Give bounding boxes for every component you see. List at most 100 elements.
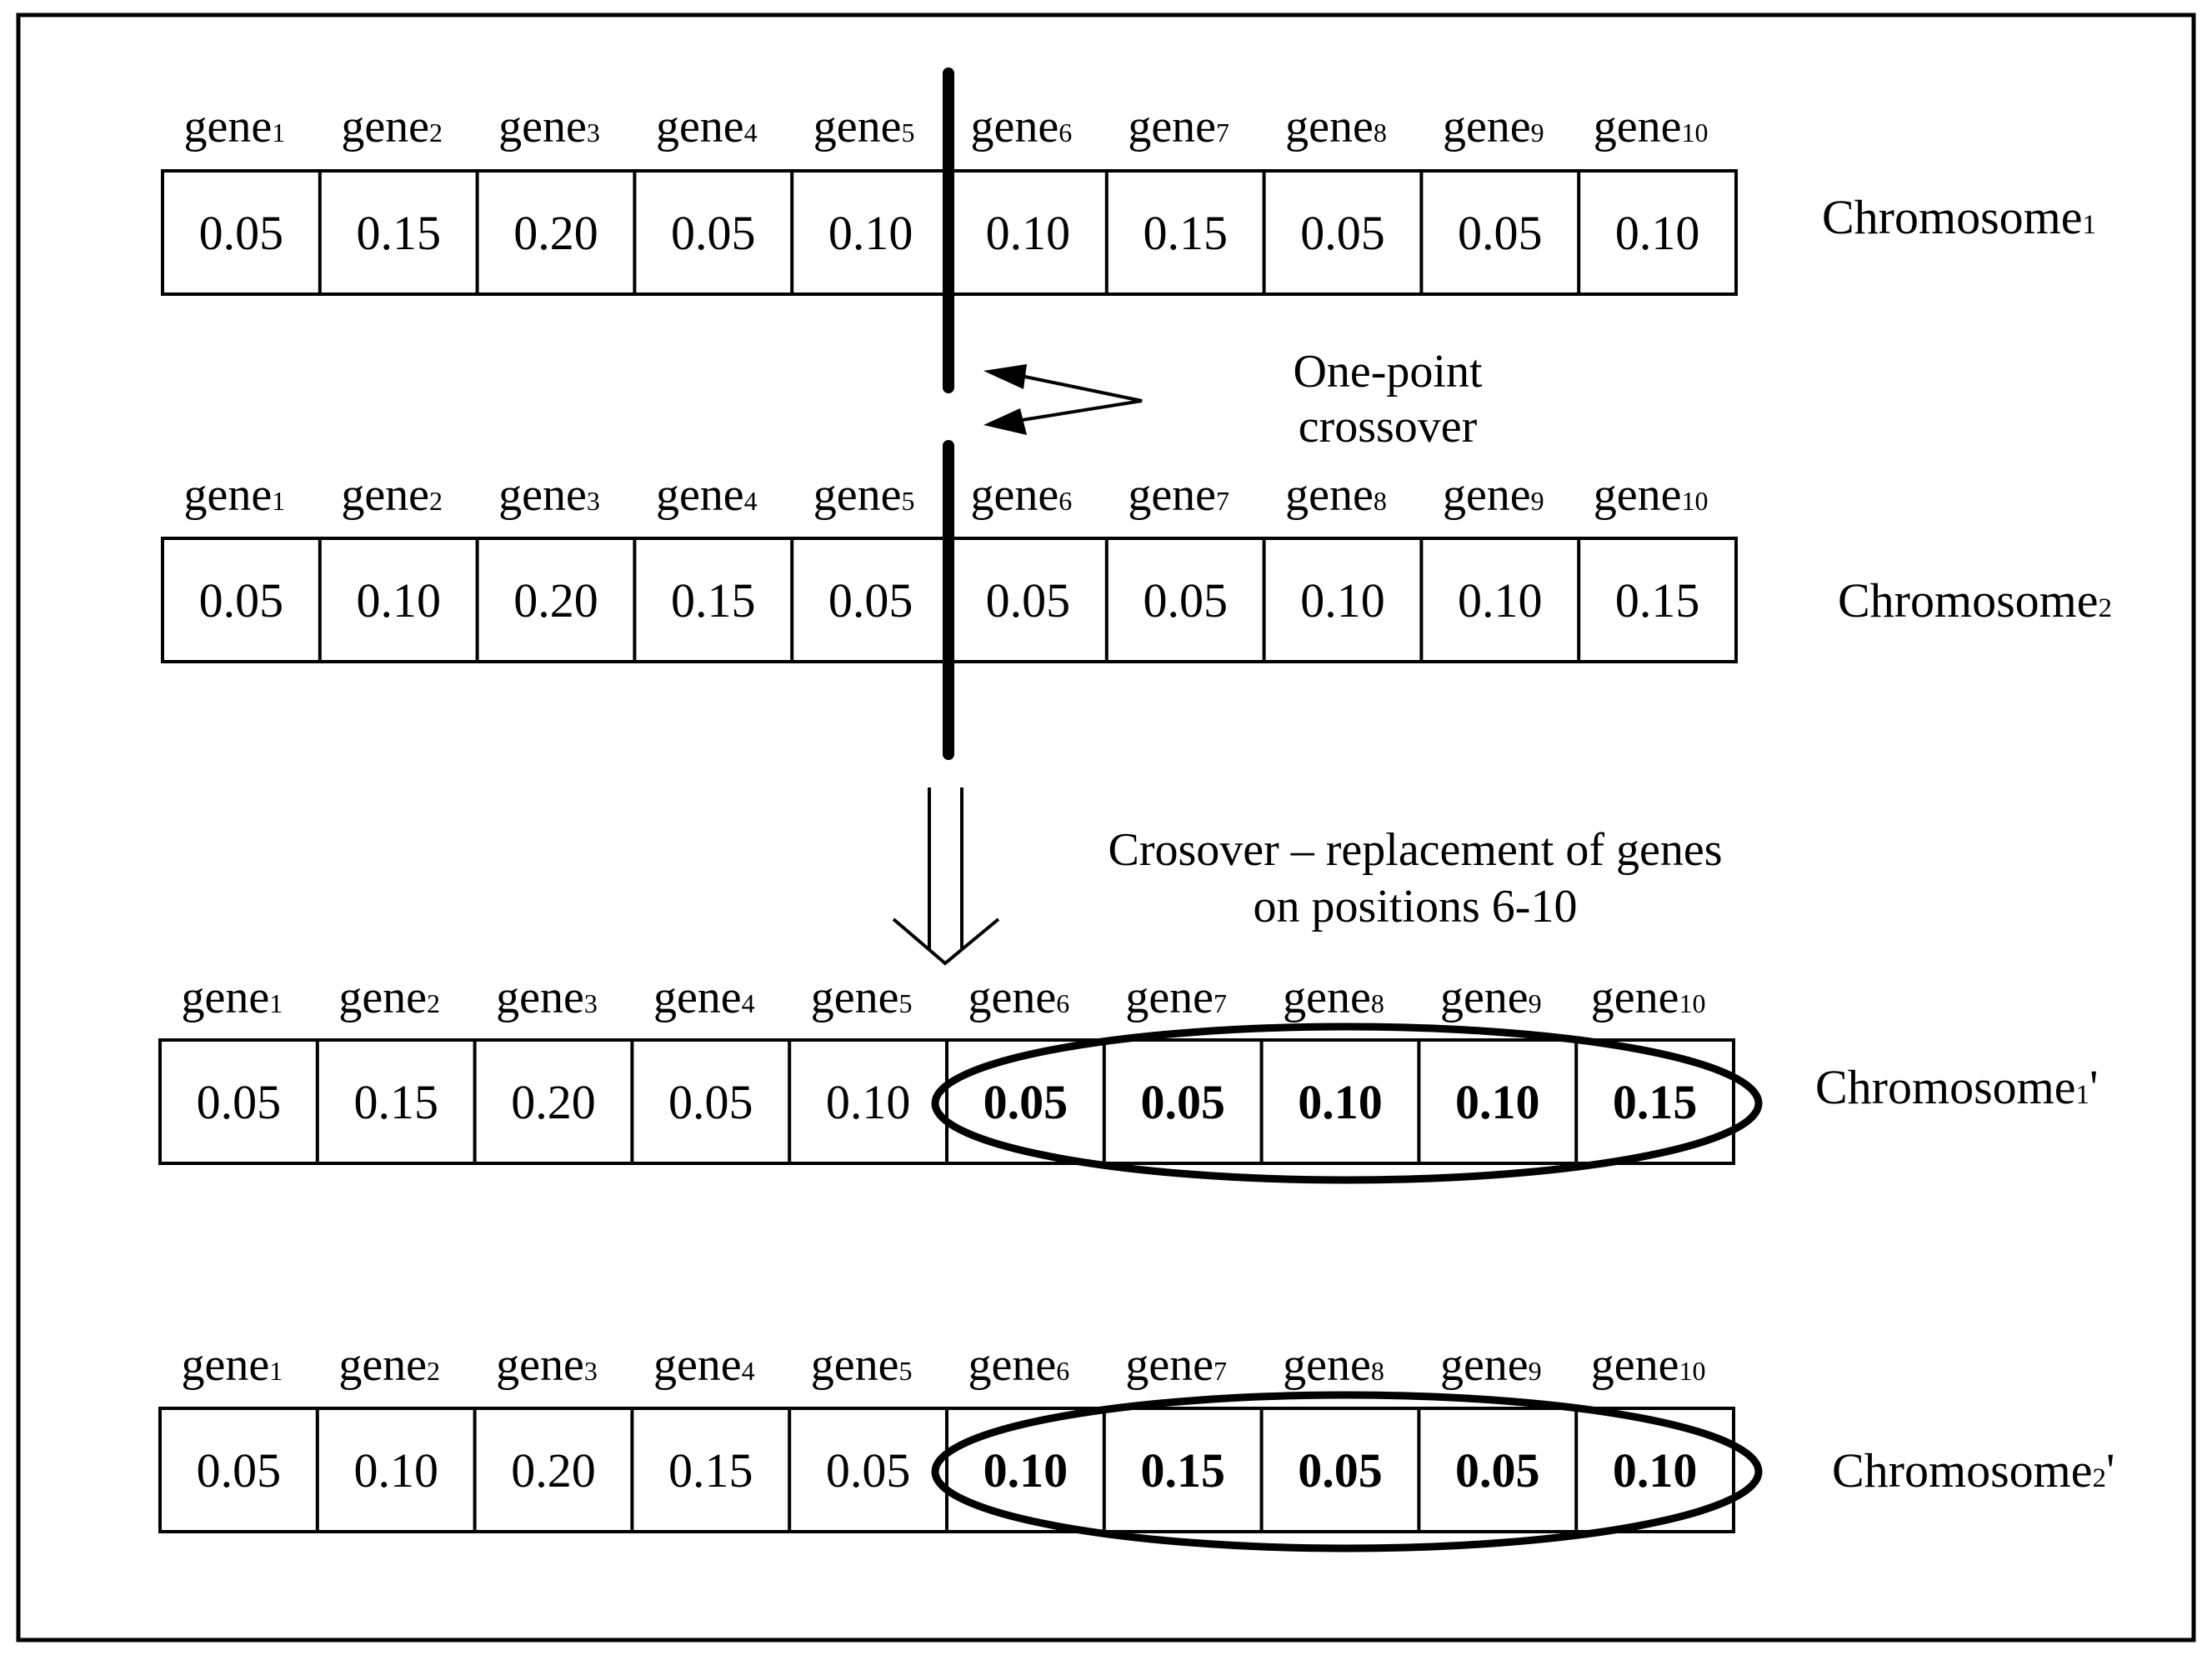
gene-value-cell: 0.20: [513, 573, 598, 628]
gene-label: gene1: [184, 469, 286, 521]
gene-subscript: 8: [1371, 988, 1384, 1018]
gene-label: gene7: [1125, 972, 1227, 1023]
chromosome-row: gene1 gene2 gene3 gene4 gene5 gene6 gene7 gene8…: [161, 469, 2112, 663]
gene-label: gene5: [813, 469, 915, 521]
gene-value-cell: 0.05: [986, 573, 1071, 628]
replacement-label-line1: Crosover – replacement of genes: [1108, 824, 1722, 876]
gene-value-cell: 0.10: [986, 206, 1071, 260]
gene-subscript: 6: [1056, 988, 1069, 1018]
gene-subscript: 5: [901, 486, 914, 516]
gene-subscript: 1: [272, 486, 285, 516]
gene-subscript: 8: [1371, 1356, 1384, 1386]
chromosome-label: Chromosome2': [1832, 1443, 2115, 1498]
gene-subscript: 6: [1056, 1356, 1069, 1386]
chromosome-rows: gene1 gene2 gene3 gene4 gene5 gene6 gene7 gene8…: [158, 101, 2115, 1552]
gene-subscript: 10: [1681, 118, 1708, 148]
gene-label: gene9: [1440, 972, 1542, 1023]
gene-subscript: 8: [1374, 118, 1387, 148]
gene-subscript: 8: [1374, 486, 1387, 516]
gene-value-cell: 0.10: [1613, 1443, 1698, 1498]
gene-value-cell: 0.10: [1300, 573, 1385, 628]
gene-value-cell: 0.20: [513, 206, 598, 260]
gene-label: gene3: [498, 101, 600, 152]
gene-value-cell: 0.15: [1140, 1443, 1225, 1498]
chromosome-label: Chromosome1: [1822, 190, 2096, 244]
gene-label: gene8: [1285, 469, 1387, 521]
gene-label: gene3: [496, 972, 598, 1023]
gene-value-cell: 0.10: [1298, 1075, 1383, 1129]
gene-label: gene5: [811, 972, 913, 1023]
gene-label: gene6: [971, 101, 1073, 152]
gene-subscript: 3: [587, 118, 600, 148]
gene-subscript: 2: [429, 486, 443, 516]
gene-subscript: 1: [269, 1356, 283, 1386]
gene-label: gene1: [182, 972, 283, 1023]
gene-subscript: 2: [427, 988, 440, 1018]
chromosome-row: gene1 gene2 gene3 gene4 gene5 gene6 gene7 gene8…: [158, 1339, 2115, 1552]
gene-subscript: 7: [1214, 988, 1227, 1018]
gene-value-cell: 0.05: [197, 1075, 282, 1129]
chromosome-label: Chromosome2: [1838, 573, 2112, 628]
gene-subscript: 5: [898, 1356, 912, 1386]
gene-value-cell: 0.10: [353, 1443, 438, 1498]
gene-label: gene7: [1128, 469, 1229, 521]
gene-label: gene3: [498, 469, 600, 521]
gene-label: gene6: [968, 972, 1070, 1023]
gene-label: gene7: [1125, 1339, 1227, 1391]
gene-value-cell: 0.05: [1298, 1443, 1383, 1498]
gene-value-cell: 0.15: [356, 206, 441, 260]
gene-value-cell: 0.20: [511, 1443, 596, 1498]
gene-value-cell: 0.10: [1615, 206, 1700, 260]
gene-subscript: 6: [1058, 486, 1072, 516]
gene-value-cell: 0.05: [828, 573, 913, 628]
replacement-label-line2: on positions 6-10: [1254, 881, 1578, 932]
gene-subscript: 4: [742, 1356, 755, 1386]
gene-value-cell: 0.05: [668, 1075, 753, 1129]
gene-value-cell: 0.05: [1143, 573, 1228, 628]
gene-subscript: 7: [1216, 486, 1229, 516]
gene-subscript: 2: [429, 118, 443, 148]
gene-value-cell: 0.15: [1613, 1075, 1698, 1129]
gene-subscript: 5: [901, 118, 914, 148]
gene-value-cell: 0.15: [671, 573, 756, 628]
gene-value-cell: 0.05: [199, 206, 284, 260]
gene-label: gene9: [1440, 1339, 1542, 1391]
gene-subscript: 1: [272, 118, 285, 148]
gene-subscript: 3: [584, 988, 598, 1018]
gene-value-cell: 0.10: [1458, 573, 1543, 628]
gene-value-cell: 0.10: [828, 206, 913, 260]
gene-label: gene9: [1443, 101, 1544, 152]
gene-value-cell: 0.10: [1455, 1075, 1540, 1129]
gene-subscript: 6: [1058, 118, 1072, 148]
chromosome-subscript: 2: [2093, 1463, 2107, 1493]
gene-subscript: 9: [1529, 1356, 1542, 1386]
outer-frame: [16, 12, 2196, 1642]
gene-value-cell: 0.05: [199, 573, 284, 628]
gene-value-cell: 0.05: [197, 1443, 282, 1498]
gene-subscript: 7: [1214, 1356, 1227, 1386]
gene-value-cell: 0.05: [671, 206, 756, 260]
gene-value-cell: 0.15: [353, 1075, 438, 1129]
gene-label: gene1: [182, 1339, 283, 1391]
gene-label: gene8: [1283, 1339, 1384, 1391]
chromosome-label: Chromosome1': [1815, 1060, 2099, 1114]
exchange-arrows-icon: [983, 364, 1143, 435]
chromosome-subscript: 2: [2099, 593, 2113, 623]
gene-value-cell: 0.10: [983, 1443, 1068, 1498]
gene-label: gene5: [813, 101, 915, 152]
gene-subscript: 9: [1531, 486, 1544, 516]
gene-label: gene4: [653, 1339, 755, 1391]
chromosome-subscript: 1: [2083, 210, 2097, 240]
swapped-genes-highlight: [931, 1391, 1763, 1552]
gene-label: gene2: [341, 101, 443, 152]
gene-subscript: 4: [742, 988, 755, 1018]
gene-value-cell: 0.05: [1458, 206, 1543, 260]
swapped-genes-highlight: [931, 1022, 1763, 1184]
gene-label: gene6: [971, 469, 1073, 521]
gene-value-cell: 0.15: [668, 1443, 753, 1498]
gene-subscript: 10: [1681, 486, 1708, 516]
gene-label: gene2: [338, 1339, 440, 1391]
gene-subscript: 3: [584, 1356, 598, 1386]
gene-value-cell: 0.05: [1300, 206, 1385, 260]
